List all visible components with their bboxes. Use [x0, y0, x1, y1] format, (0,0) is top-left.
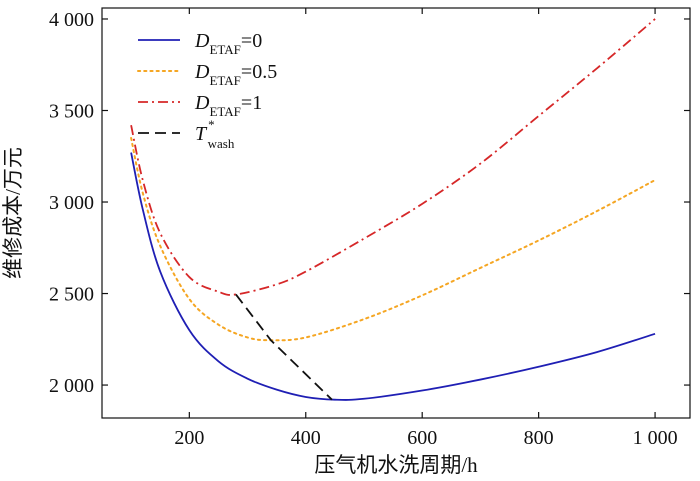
legend-label-d05: DETAF=0.5: [194, 61, 277, 88]
y-tick-label: 4 000: [49, 9, 94, 31]
series-line-d05: [130, 136, 657, 342]
series-line-twash: [235, 293, 333, 401]
x-tick-label: 600: [407, 427, 437, 449]
x-tick-label: 1 000: [633, 427, 678, 449]
y-tick-label: 3 000: [49, 192, 94, 214]
legend-label-twash: T * wash: [195, 117, 235, 151]
y-tick-label: 2 500: [49, 284, 94, 306]
legend: DETAF=0 DETAF=0.5 DETAF=1T * wash: [137, 30, 277, 151]
legend-label-d0: DETAF=0: [194, 30, 262, 57]
series-line-d1: [130, 18, 656, 296]
series-line-d0: [130, 152, 656, 401]
series-layer: [130, 18, 657, 401]
y-axis-title: 维修成本/万元: [1, 147, 25, 279]
x-tick-label: 400: [291, 427, 321, 449]
axes: 200 400 600 800 1 000 2 000 2 500 3 000 3 500 4 0…: [49, 7, 691, 449]
y-tick-label: 2 000: [49, 375, 94, 397]
plot-frame: [101, 7, 691, 419]
y-tick-label: 3 500: [49, 101, 94, 123]
legend-label-d1: DETAF=1: [194, 92, 262, 119]
x-tick-label: 800: [524, 427, 554, 449]
x-tick-label: 200: [174, 427, 204, 449]
x-axis-title: 压气机水洗周期/h: [314, 453, 478, 477]
